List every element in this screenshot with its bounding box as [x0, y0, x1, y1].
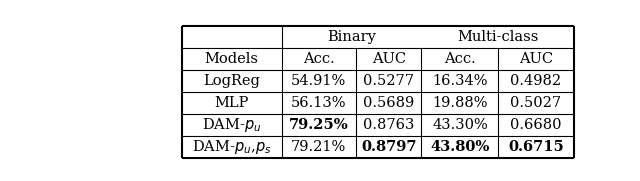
Text: 79.21%: 79.21% — [291, 140, 346, 154]
Text: 0.5027: 0.5027 — [510, 96, 561, 110]
Text: 0.5689: 0.5689 — [363, 96, 414, 110]
Text: 0.5277: 0.5277 — [364, 74, 414, 88]
Text: 19.88%: 19.88% — [432, 96, 488, 110]
Text: 16.34%: 16.34% — [432, 74, 488, 88]
Text: 43.30%: 43.30% — [432, 118, 488, 132]
Text: 0.4982: 0.4982 — [510, 74, 561, 88]
Text: 0.6680: 0.6680 — [510, 118, 562, 132]
Text: Multi-class: Multi-class — [457, 30, 538, 44]
Text: 54.91%: 54.91% — [291, 74, 346, 88]
Text: Binary: Binary — [327, 30, 376, 44]
Text: DAM-$p_u$: DAM-$p_u$ — [202, 116, 261, 134]
Text: Acc.: Acc. — [303, 52, 335, 66]
Text: MLP: MLP — [214, 96, 249, 110]
Text: Models: Models — [205, 52, 259, 66]
Text: 43.80%: 43.80% — [430, 140, 490, 154]
Text: DAM-$p_u$,$p_s$: DAM-$p_u$,$p_s$ — [192, 138, 271, 156]
Text: LogReg: LogReg — [204, 74, 260, 88]
Text: 0.8763: 0.8763 — [363, 118, 415, 132]
Text: 79.25%: 79.25% — [289, 118, 349, 132]
Text: AUC: AUC — [519, 52, 553, 66]
Text: 56.13%: 56.13% — [291, 96, 347, 110]
Text: 0.6715: 0.6715 — [508, 140, 564, 154]
Text: 0.8797: 0.8797 — [361, 140, 417, 154]
Text: AUC: AUC — [372, 52, 406, 66]
Text: Acc.: Acc. — [444, 52, 476, 66]
